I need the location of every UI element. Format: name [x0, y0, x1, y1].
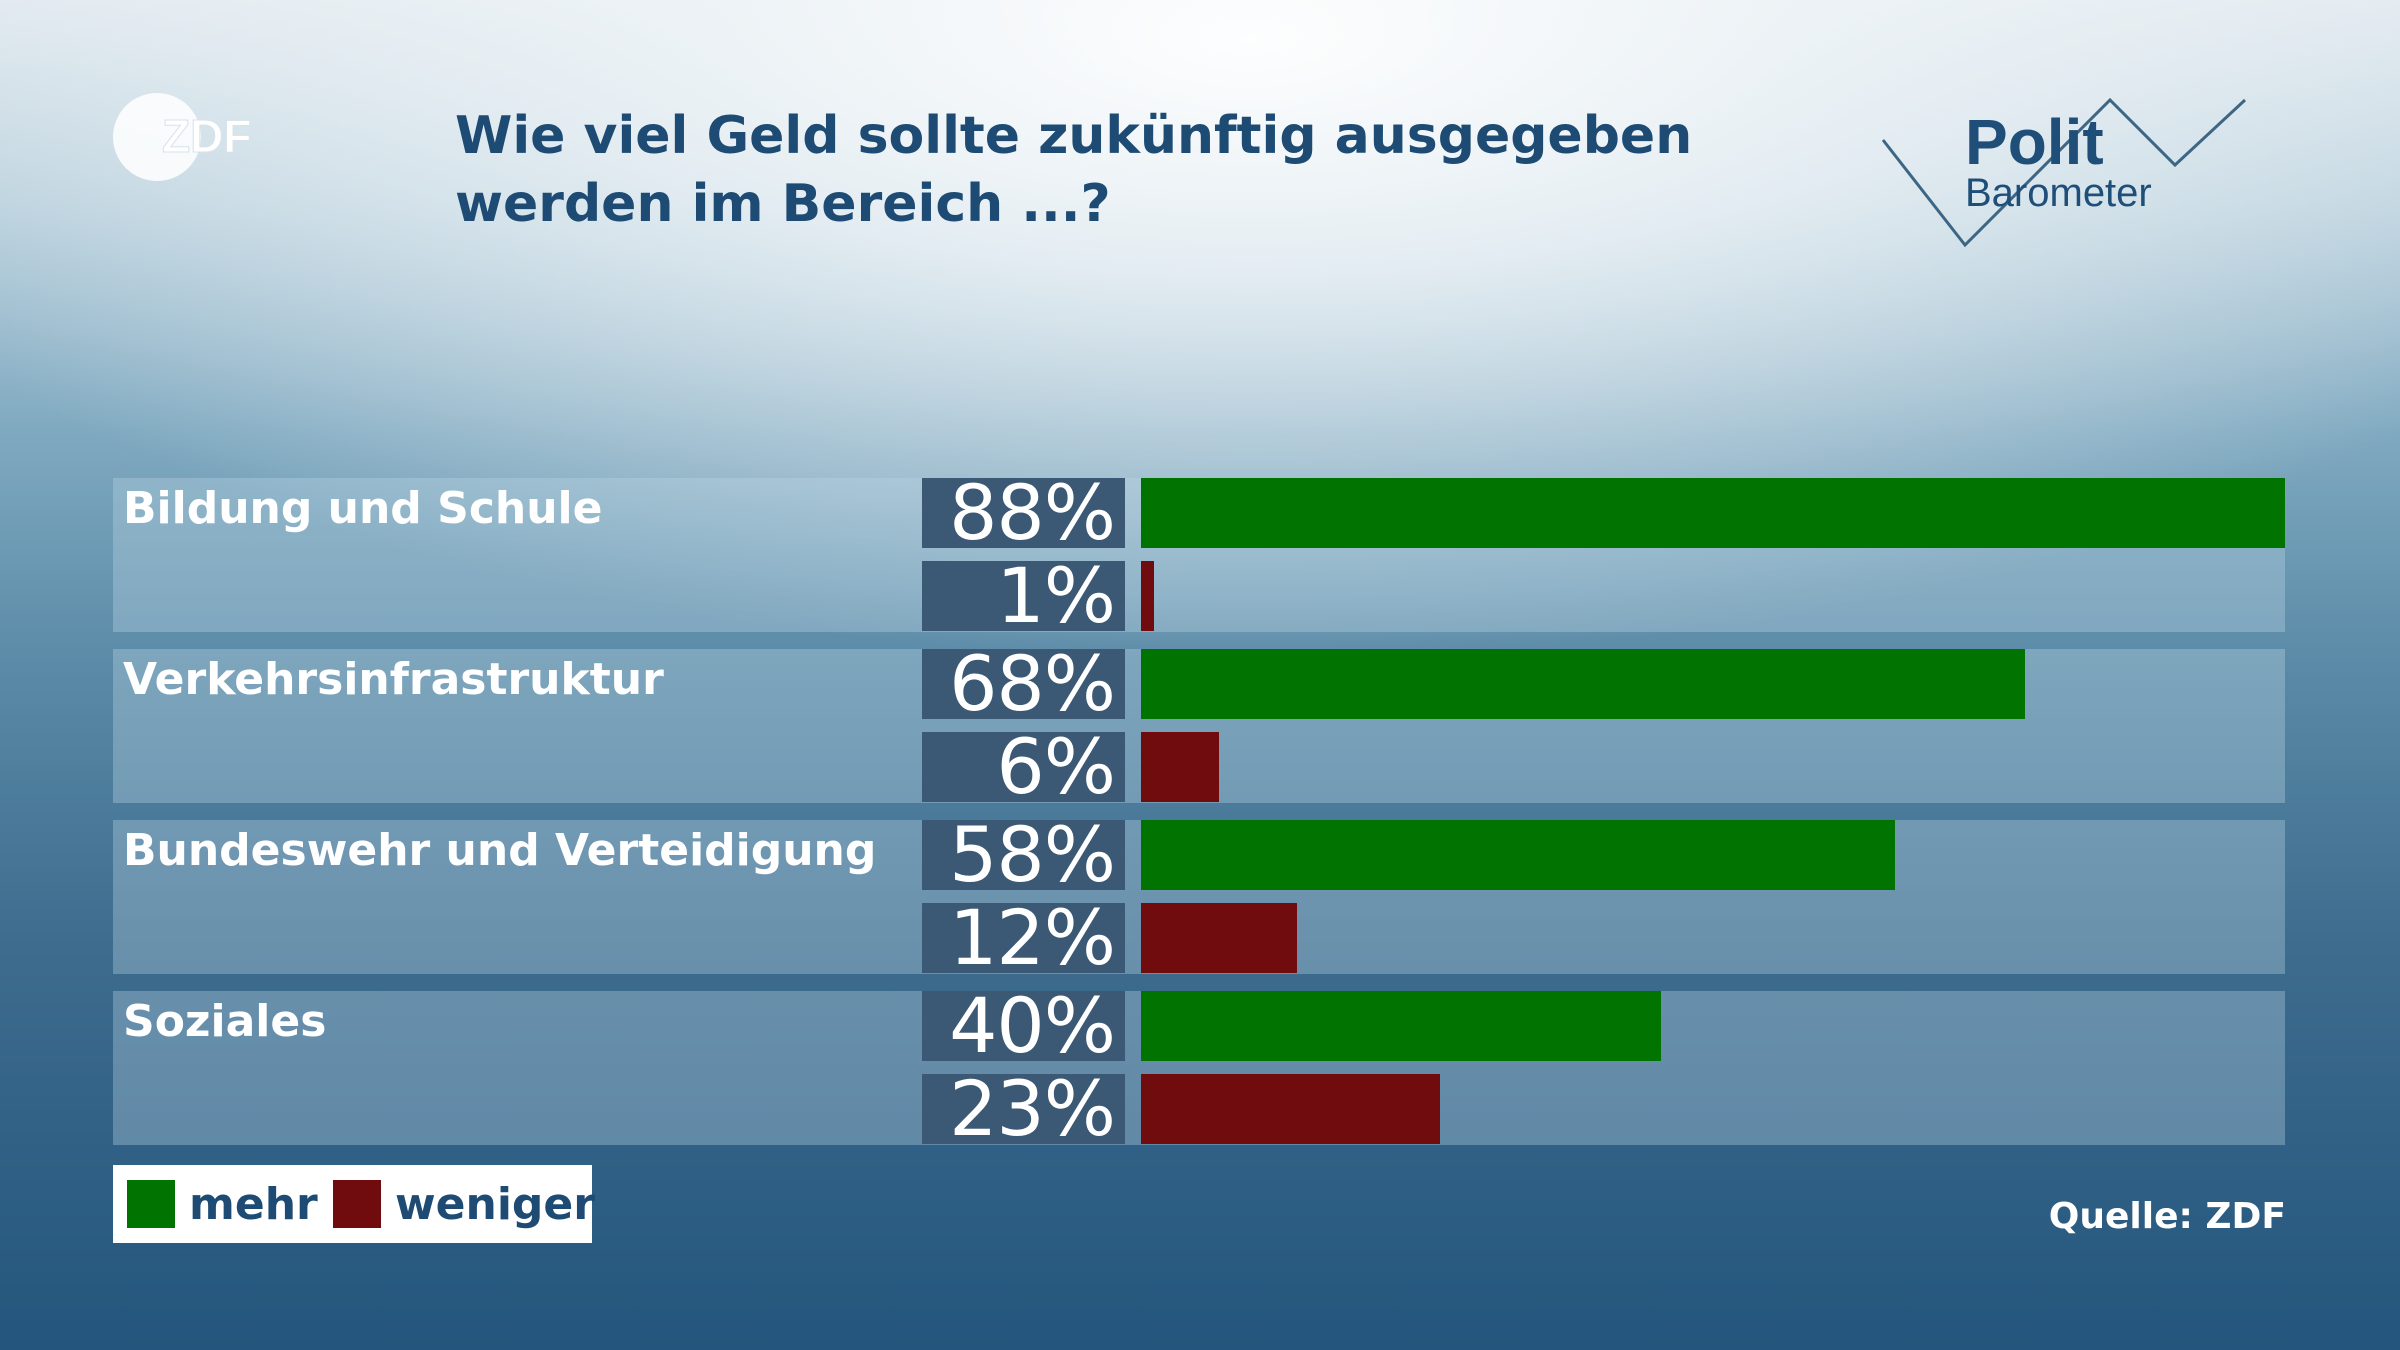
- source-note: Quelle: ZDF: [2048, 1196, 2286, 1237]
- legend: mehr weniger: [113, 1165, 595, 1243]
- bar-mehr: [1141, 649, 2025, 719]
- bar-mehr: [1141, 991, 1661, 1061]
- zdf-logo-text: ZDF: [162, 110, 251, 162]
- polit-logo-text: Polit: [1965, 106, 2104, 178]
- politbarometer-logo: Polit Barometer: [1875, 95, 2255, 255]
- chart-title: Wie viel Geld sollte zukünftig ausgegebe…: [455, 106, 1693, 234]
- category-label: Verkehrsinfrastruktur: [123, 654, 664, 705]
- legend-label-mehr: mehr: [189, 1179, 318, 1230]
- legend-label-weniger: weniger: [395, 1179, 595, 1230]
- bar-weniger: [1141, 1074, 1440, 1144]
- legend-swatch-weniger: [333, 1180, 381, 1228]
- data-label-mehr: 68%: [922, 646, 1125, 722]
- data-label-weniger: 12%: [922, 900, 1125, 976]
- data-label-mehr: 40%: [922, 988, 1125, 1064]
- data-label-mehr: 58%: [922, 817, 1125, 893]
- category-label: Bundeswehr und Verteidigung: [123, 825, 877, 876]
- data-label-mehr: 88%: [922, 475, 1125, 551]
- category-label: Soziales: [123, 996, 327, 1047]
- bar-mehr: [1141, 478, 2285, 548]
- bar-mehr: [1141, 820, 1895, 890]
- category-label: Bildung und Schule: [123, 483, 603, 534]
- data-label-weniger: 6%: [922, 729, 1125, 805]
- legend-swatch-mehr: [127, 1180, 175, 1228]
- barometer-logo-text: Barometer: [1965, 171, 2152, 215]
- bar-weniger: [1141, 732, 1219, 802]
- bar-weniger: [1141, 903, 1297, 973]
- data-label-weniger: 23%: [922, 1071, 1125, 1147]
- bar-weniger: [1141, 561, 1154, 631]
- zdf-logo: ZDF: [113, 93, 252, 181]
- data-label-weniger: 1%: [922, 558, 1125, 634]
